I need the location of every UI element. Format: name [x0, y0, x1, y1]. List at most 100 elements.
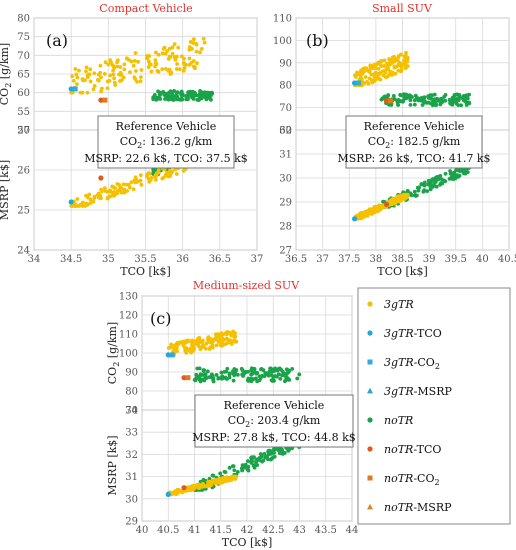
3gTR-point [199, 46, 204, 51]
noTR-point [198, 379, 203, 384]
3gTR-point [391, 199, 395, 204]
3gTR-point [122, 62, 127, 67]
y-tick-label: 26 [17, 166, 30, 177]
legend-marker [367, 475, 373, 481]
best-3gTR-co2 [72, 86, 78, 92]
y-axis-label: CO2 [g/km] [0, 43, 13, 105]
y-tick-label: 32 [125, 450, 138, 461]
noTR-point [227, 375, 232, 380]
noTR-point [268, 457, 273, 462]
noTR-point [241, 374, 245, 378]
3gTR-point [355, 70, 359, 75]
3gTR-point [75, 197, 80, 201]
noTR-point [421, 95, 426, 100]
noTR-point [413, 93, 418, 98]
noTR-point [464, 100, 469, 105]
legend-item-6: noTR-TCO [367, 443, 441, 456]
legend-frame [357, 287, 511, 525]
3gTR-point [166, 346, 171, 350]
noTR-point [197, 98, 201, 102]
3gTR-point [370, 211, 375, 215]
3gTR-point [359, 76, 364, 81]
noTR-point [167, 90, 172, 95]
noTR-point [459, 103, 464, 108]
3gTR-point [160, 51, 165, 56]
reference-box: Reference Vehicle CO2: 203.4 g/km MSRP: 27… [192, 394, 356, 448]
3gTR-point [155, 171, 160, 176]
3gTR-point [107, 194, 112, 199]
noTR-point [197, 94, 202, 99]
x-tick-label: 40.5 [498, 254, 516, 265]
legend-item-7: noTR-CO2 [367, 472, 440, 487]
noTR-point [239, 466, 244, 471]
best-noTR-tco [98, 97, 104, 103]
noTR-point [438, 102, 443, 107]
y-axis-label: CO2 [g/km] [106, 322, 121, 384]
3gTR-point [360, 214, 365, 219]
3gTR-point [191, 37, 196, 42]
noTR-point [434, 184, 439, 189]
noTR-point [211, 376, 216, 380]
3gTR-point [187, 62, 192, 67]
3gTR-point [96, 72, 101, 77]
noTR-point [152, 92, 157, 97]
legend-item-4: 3gTR-MSRP [367, 385, 452, 398]
noTR-point [429, 93, 434, 98]
3gTR-point [233, 331, 237, 336]
noTR-point [249, 459, 254, 464]
3gTR-point [213, 480, 218, 485]
3gTR-point [191, 64, 196, 69]
3gTR-point [124, 182, 129, 187]
noTR-point [205, 369, 210, 374]
noTR-point [223, 470, 228, 475]
x-tick-label: 43 [293, 525, 306, 536]
y-tick-label: 90 [125, 368, 138, 379]
3gTR-point [96, 78, 100, 82]
3gTR-point [372, 79, 377, 84]
noTR-point [246, 378, 251, 382]
3gTR-point [102, 72, 107, 76]
3gTR-point [191, 59, 196, 63]
3gTR-point [102, 186, 107, 191]
3gTR-point [132, 178, 137, 183]
noTR-point [280, 449, 285, 453]
3gTR-point [214, 343, 219, 348]
3gTR-point [91, 199, 96, 204]
reference-co2: CO2: 136.2 g/km [120, 135, 213, 150]
3gTR-point [225, 476, 229, 481]
3gTR-point [395, 58, 399, 63]
noTR-point [420, 103, 425, 107]
noTR-point [224, 369, 229, 374]
3gTR-point [165, 49, 170, 53]
3gTR-point [88, 79, 93, 84]
3gTR-point [204, 341, 209, 346]
3gTR-point [128, 185, 132, 190]
3gTR-point [399, 52, 403, 57]
3gTR-point [353, 73, 357, 78]
3gTR-point [133, 175, 138, 180]
3gTR-point [108, 73, 113, 78]
3gTR-point [403, 61, 407, 66]
legend-label: 3gTR-CO2 [384, 356, 440, 371]
noTR-point [235, 372, 240, 377]
noTR-point [467, 100, 471, 105]
3gTR-point [206, 480, 210, 484]
3gTR-point [112, 66, 116, 70]
noTR-point [462, 169, 467, 174]
noTR-point [443, 171, 448, 176]
legend-label: noTR-CO2 [384, 472, 440, 487]
3gTR-point [183, 62, 188, 67]
noTR-point [457, 95, 462, 100]
x-tick-label: 36 [176, 254, 189, 265]
3gTR-point [91, 87, 96, 92]
3gTR-point [365, 79, 370, 84]
noTR-point [448, 102, 453, 106]
3gTR-point [96, 195, 101, 200]
chart-panel-1: Compact Vehicle 50 55 60 65 70 75 80 CO2 [g/km] 2… [0, 2, 263, 278]
noTR-point [271, 375, 276, 380]
3gTR-point [202, 40, 207, 45]
3gTR-point [166, 174, 171, 179]
x-tick-label: 42.5 [262, 525, 284, 536]
noTR-point [214, 373, 219, 377]
noTR-point [249, 455, 253, 460]
